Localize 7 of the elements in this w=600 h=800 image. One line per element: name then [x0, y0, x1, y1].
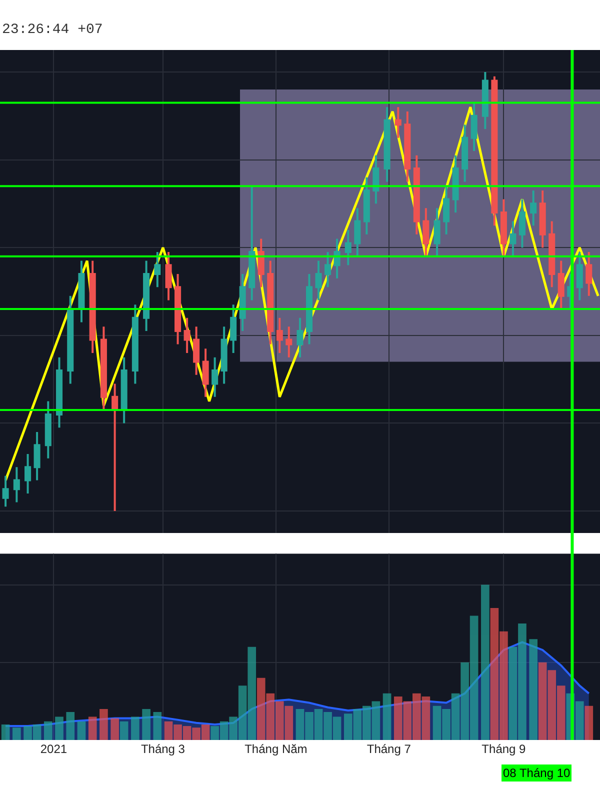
- ref-line-label: 08 Tháng 10: [503, 766, 570, 780]
- text: 23:26:44 +07: [2, 22, 103, 38]
- x-tick-label: Tháng Năm: [244, 742, 308, 756]
- x-tick-label: Tháng 9: [482, 742, 526, 756]
- x-tick-label: Tháng 7: [366, 742, 412, 756]
- x-tick-label: 2021: [40, 742, 68, 756]
- x-tick-label: Tháng 3: [140, 742, 186, 756]
